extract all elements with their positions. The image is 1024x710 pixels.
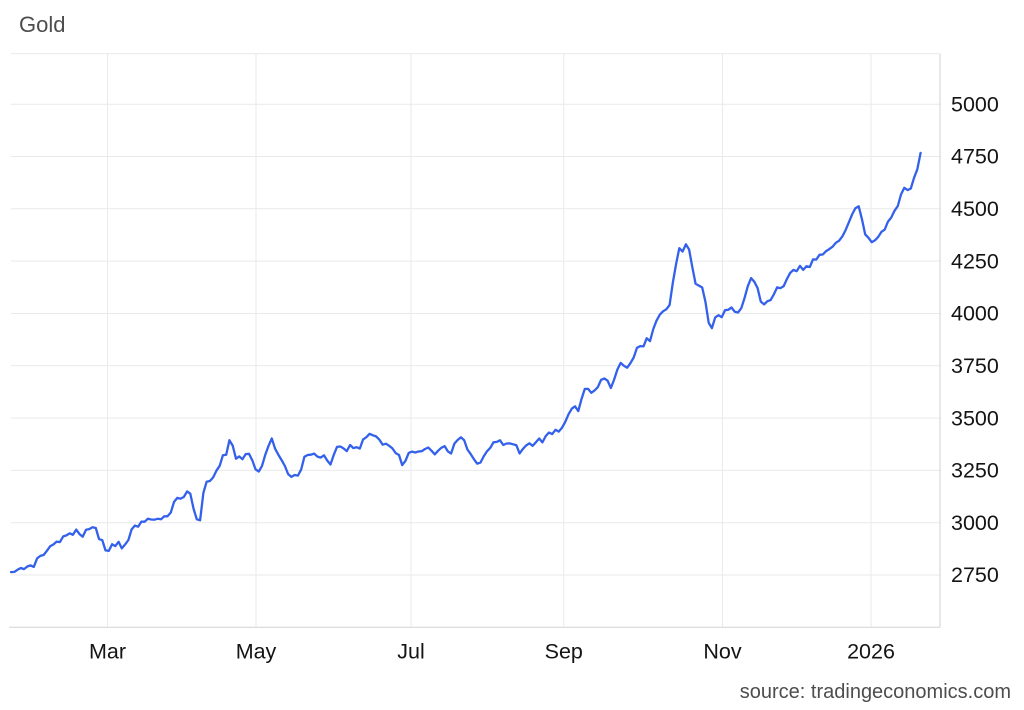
svg-text:3250: 3250 (951, 459, 999, 483)
svg-text:May: May (236, 639, 277, 663)
svg-text:Jul: Jul (397, 639, 424, 663)
svg-text:2750: 2750 (951, 563, 999, 587)
svg-text:4500: 4500 (951, 197, 999, 221)
svg-text:4750: 4750 (951, 145, 999, 169)
svg-text:2026: 2026 (847, 639, 895, 663)
svg-text:Mar: Mar (89, 639, 126, 663)
svg-text:3500: 3500 (951, 406, 999, 430)
svg-text:Nov: Nov (703, 639, 741, 663)
svg-text:3750: 3750 (951, 354, 999, 378)
svg-text:4250: 4250 (951, 249, 999, 273)
svg-text:5000: 5000 (951, 92, 999, 116)
svg-text:Sep: Sep (545, 639, 583, 663)
svg-text:3000: 3000 (951, 511, 999, 535)
svg-text:4000: 4000 (951, 302, 999, 326)
